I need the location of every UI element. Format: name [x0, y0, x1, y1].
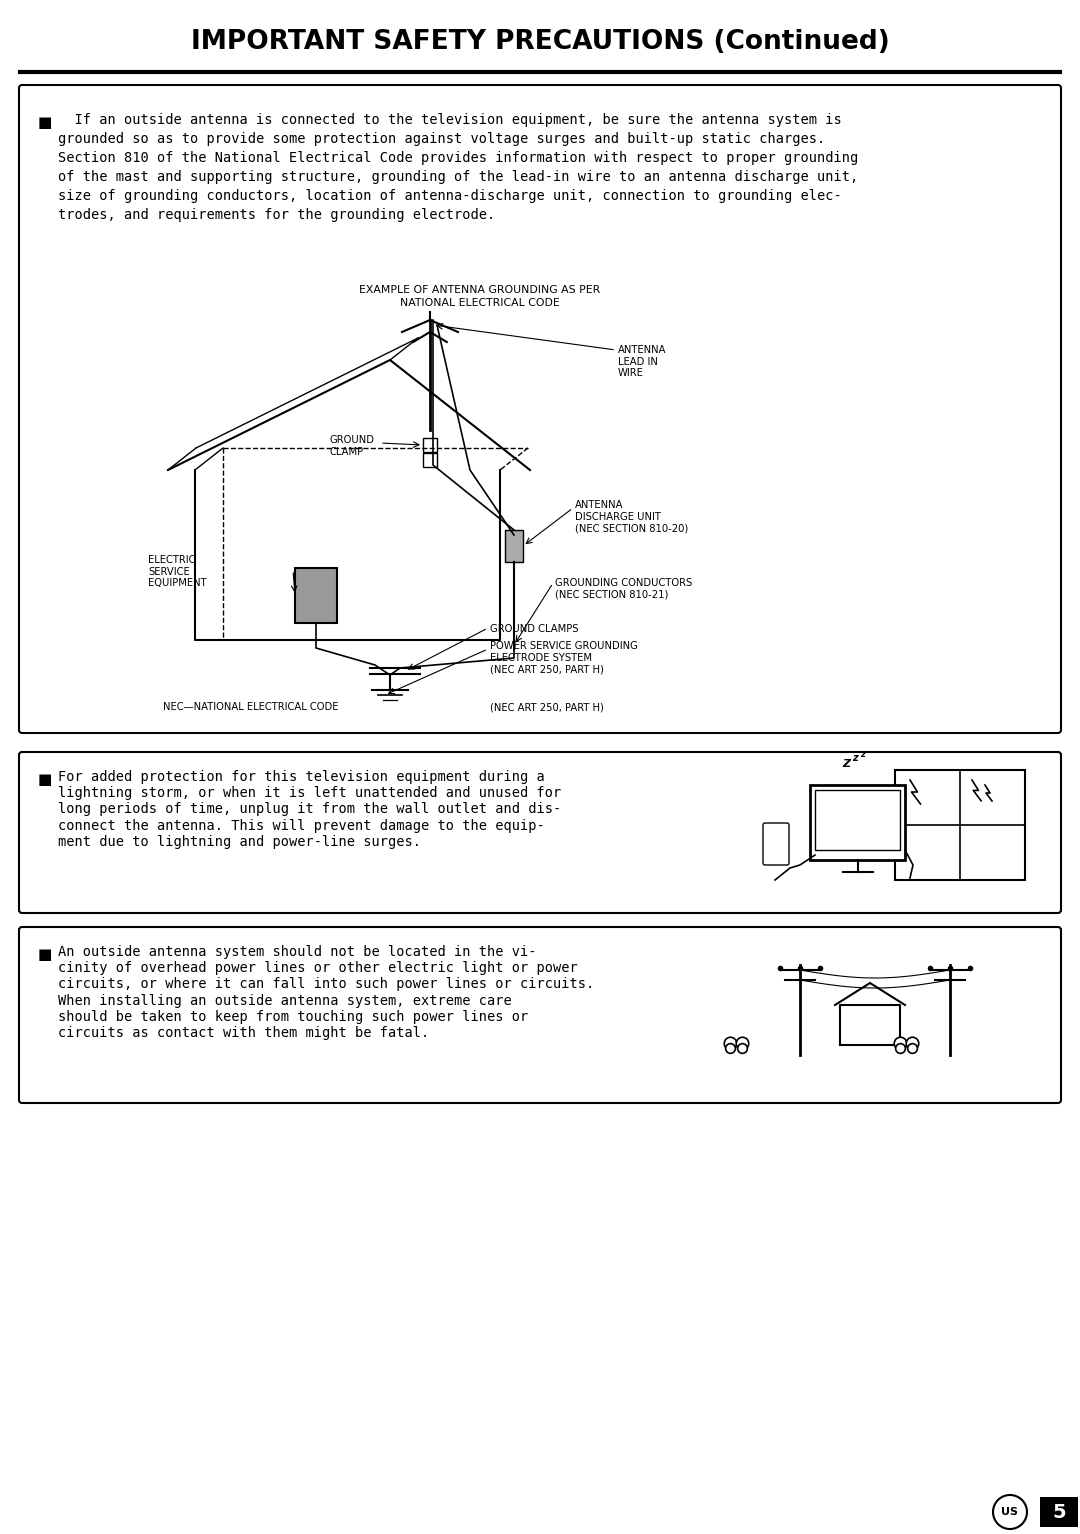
Text: grounded so as to provide some protection against voltage surges and built-up st: grounded so as to provide some protectio…: [58, 132, 825, 146]
Bar: [505, 531, 523, 561]
Bar: [1040, 1497, 1078, 1526]
Bar: [895, 770, 1025, 881]
Text: Section 810 of the National Electrical Code provides information with respect to: Section 810 of the National Electrical C…: [58, 150, 859, 166]
Bar: [810, 785, 905, 861]
Text: ANTENNA
DISCHARGE UNIT
(NEC SECTION 810-20): ANTENNA DISCHARGE UNIT (NEC SECTION 810-…: [575, 500, 688, 534]
Text: An outside antenna system should not be located in the vi-
cinity of overhead po: An outside antenna system should not be …: [58, 945, 594, 1040]
Bar: [815, 790, 900, 850]
Text: US: US: [1001, 1506, 1018, 1517]
Text: (NEC ART 250, PART H): (NEC ART 250, PART H): [490, 703, 604, 712]
Text: GROUND CLAMPS: GROUND CLAMPS: [490, 624, 579, 634]
Text: size of grounding conductors, location of antenna-discharge unit, connection to : size of grounding conductors, location o…: [58, 189, 841, 202]
Text: ■: ■: [38, 946, 52, 962]
FancyBboxPatch shape: [19, 84, 1061, 733]
Text: IMPORTANT SAFETY PRECAUTIONS (Continued): IMPORTANT SAFETY PRECAUTIONS (Continued): [191, 29, 889, 55]
Text: ELECTRIC
SERVICE
EQUIPMENT: ELECTRIC SERVICE EQUIPMENT: [148, 555, 206, 588]
FancyBboxPatch shape: [19, 927, 1061, 1103]
Text: 5: 5: [1052, 1502, 1066, 1522]
Text: trodes, and requirements for the grounding electrode.: trodes, and requirements for the groundi…: [58, 209, 496, 222]
Text: z: z: [852, 753, 859, 762]
FancyBboxPatch shape: [762, 824, 789, 865]
Text: ■: ■: [38, 772, 52, 787]
Text: GROUNDING CONDUCTORS
(NEC SECTION 810-21): GROUNDING CONDUCTORS (NEC SECTION 810-21…: [555, 578, 692, 600]
Text: For added protection for this television equipment during a
lightning storm, or : For added protection for this television…: [58, 770, 562, 848]
Bar: [295, 568, 337, 623]
FancyBboxPatch shape: [19, 752, 1061, 913]
Bar: [423, 439, 437, 453]
Text: of the mast and supporting structure, grounding of the lead-in wire to an antenn: of the mast and supporting structure, gr…: [58, 170, 859, 184]
Text: If an outside antenna is connected to the television equipment, be sure the ante: If an outside antenna is connected to th…: [58, 114, 841, 127]
Bar: [423, 453, 437, 466]
Text: NEC—NATIONAL ELECTRICAL CODE: NEC—NATIONAL ELECTRICAL CODE: [163, 703, 338, 712]
Text: ■: ■: [38, 115, 52, 130]
Text: Z: Z: [842, 759, 851, 769]
Text: POWER SERVICE GROUNDING
ELECTRODE SYSTEM
(NEC ART 250, PART H): POWER SERVICE GROUNDING ELECTRODE SYSTEM…: [490, 641, 638, 675]
Text: EXAMPLE OF ANTENNA GROUNDING AS PER: EXAMPLE OF ANTENNA GROUNDING AS PER: [360, 285, 600, 295]
Text: z: z: [861, 750, 865, 759]
Text: ANTENNA
LEAD IN
WIRE: ANTENNA LEAD IN WIRE: [618, 345, 666, 379]
Text: NATIONAL ELECTRICAL CODE: NATIONAL ELECTRICAL CODE: [400, 298, 559, 308]
Text: GROUND
CLAMP: GROUND CLAMP: [330, 436, 375, 457]
